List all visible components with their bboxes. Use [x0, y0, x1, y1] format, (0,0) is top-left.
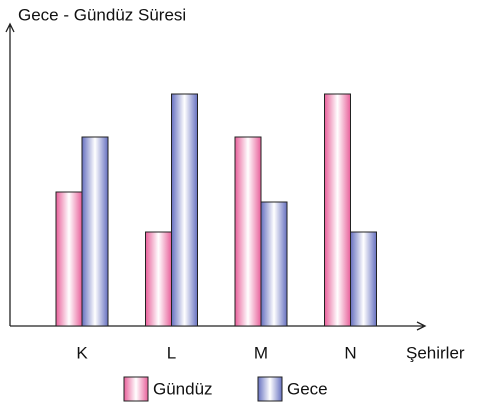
legend-swatch [257, 376, 283, 402]
bar [55, 191, 83, 327]
legend-label: Gece [287, 379, 328, 398]
chart-title: Gece - Gündüz Süresi [18, 5, 186, 24]
x-tick-label: L [167, 343, 176, 362]
x-tick-label: M [254, 343, 268, 362]
bar [145, 231, 172, 327]
bar [260, 201, 288, 327]
x-tick-label: N [344, 343, 356, 362]
bar [324, 93, 351, 327]
bar [171, 93, 198, 327]
bar [81, 136, 109, 327]
bar [350, 231, 377, 327]
legend-label: Gündüz [153, 379, 213, 398]
y-axis [5, 22, 15, 326]
x-tick-label: K [76, 343, 88, 362]
legend-swatch [123, 376, 149, 402]
x-axis-label: Şehirler [406, 343, 465, 362]
bar [234, 136, 262, 327]
